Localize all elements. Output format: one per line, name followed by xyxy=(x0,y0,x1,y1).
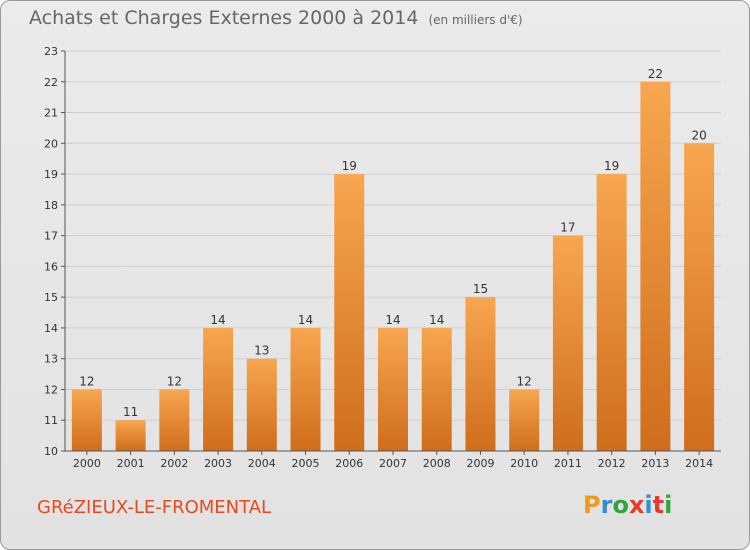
y-tick-label: 17 xyxy=(44,230,58,243)
bar xyxy=(246,358,277,451)
bar xyxy=(465,297,496,451)
bar xyxy=(378,327,408,451)
x-tick-label: 2010 xyxy=(510,457,538,470)
x-tick-label: 2009 xyxy=(466,457,494,470)
x-tick-label: 2001 xyxy=(117,457,145,470)
bar xyxy=(159,389,190,451)
bar xyxy=(203,327,234,451)
x-tick-label: 2002 xyxy=(160,457,188,470)
x-tick-label: 2007 xyxy=(379,457,407,470)
chart-title-row: Achats et Charges Externes 2000 à 2014 (e… xyxy=(29,7,523,29)
logo-letter: x xyxy=(628,491,645,519)
logo-letter: i xyxy=(664,491,673,519)
bar xyxy=(552,235,583,451)
bar-value-label: 17 xyxy=(560,221,575,235)
bar-value-label: 19 xyxy=(342,159,357,173)
bar xyxy=(334,174,365,452)
bar xyxy=(684,143,715,452)
y-tick-label: 15 xyxy=(44,291,58,304)
y-tick-label: 13 xyxy=(44,353,58,366)
bar xyxy=(509,389,540,451)
x-tick-label: 2006 xyxy=(335,457,363,470)
city-name: GRéZIEUX-LE-FROMENTAL xyxy=(37,497,272,518)
y-tick-label: 16 xyxy=(44,260,58,273)
x-tick-label: 2011 xyxy=(554,457,582,470)
bar-value-label: 14 xyxy=(385,313,400,327)
logo-letter: P xyxy=(583,491,601,519)
proxiti-logo[interactable]: Proxiti xyxy=(583,491,672,519)
x-tick-label: 2014 xyxy=(685,457,713,470)
x-tick-label: 2013 xyxy=(641,457,669,470)
x-tick-label: 2012 xyxy=(598,457,626,470)
y-tick-label: 18 xyxy=(44,199,58,212)
x-tick-label: 2000 xyxy=(73,457,101,470)
logo-letter: o xyxy=(612,491,629,519)
y-tick-label: 12 xyxy=(44,383,58,396)
y-tick-label: 23 xyxy=(44,45,58,58)
bar xyxy=(71,389,102,451)
bar-value-label: 12 xyxy=(517,374,532,388)
bars: 12 11 12 14 13 14 19 14 14 15 12 17 19 22 20 xyxy=(71,67,715,452)
bar xyxy=(115,420,146,451)
logo-letter: r xyxy=(600,491,613,519)
bar xyxy=(290,327,321,451)
y-tick-label: 14 xyxy=(44,322,58,335)
y-tick-label: 21 xyxy=(44,107,58,120)
axes: 10 11 12 13 14 15 16 17 18 19 20 21 22 23 2000 2001 2002… xyxy=(44,45,721,470)
x-tick-label: 2003 xyxy=(204,457,232,470)
y-tick-label: 19 xyxy=(44,168,58,181)
bar-value-label: 14 xyxy=(210,313,225,327)
bar-value-label: 14 xyxy=(429,313,444,327)
bar-value-label: 15 xyxy=(473,282,488,296)
chart-title: Achats et Charges Externes 2000 à 2014 xyxy=(29,7,419,29)
y-tick-label: 11 xyxy=(44,414,58,427)
bar-value-label: 13 xyxy=(254,344,269,358)
bar-value-label: 20 xyxy=(691,128,706,142)
y-tick-label: 10 xyxy=(44,445,58,458)
bar-value-label: 12 xyxy=(167,374,182,388)
logo-letter: i xyxy=(644,491,653,519)
bar-value-label: 14 xyxy=(298,313,313,327)
bar-value-label: 22 xyxy=(648,67,663,81)
bar-value-label: 19 xyxy=(604,159,619,173)
y-tick-label: 22 xyxy=(44,76,58,89)
y-tick-label: 20 xyxy=(44,137,58,150)
bar xyxy=(421,327,452,451)
x-tick-label: 2004 xyxy=(248,457,276,470)
x-tick-label: 2005 xyxy=(292,457,320,470)
chart-unit: (en milliers d'€) xyxy=(428,13,523,27)
bar xyxy=(596,174,627,452)
bar xyxy=(640,81,671,452)
bar-value-label: 11 xyxy=(123,405,138,419)
x-tick-label: 2008 xyxy=(423,457,451,470)
bar-value-label: 12 xyxy=(79,374,94,388)
logo-letter: t xyxy=(652,491,665,519)
